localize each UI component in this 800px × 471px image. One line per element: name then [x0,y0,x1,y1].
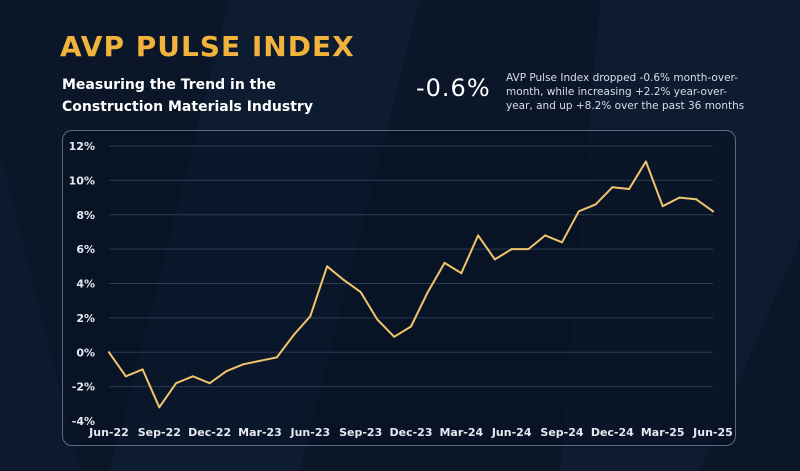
data-point [493,258,496,261]
data-point [124,375,127,378]
series-line [108,160,714,409]
data-point [561,241,563,244]
data-point [460,272,463,275]
y-tick-label: 8% [76,209,95,222]
data-point [225,370,228,373]
data-point [208,382,211,385]
data-point [628,187,631,190]
y-tick-label: 0% [76,346,95,359]
data-point [359,291,362,294]
data-point [141,368,144,371]
data-point [544,234,547,237]
y-tick-label: 12% [69,140,95,153]
line-chart: 12% 10% 8% 6% 4% 2% 0% -2% -4%Jun-22 Sep-22 Dec-22… [69,140,733,439]
data-point [426,291,429,294]
data-point [712,210,714,213]
data-point [410,325,412,328]
data-point [661,205,664,208]
y-tick-label: 10% [69,174,95,187]
y-tick-label: 4% [76,278,95,291]
data-point [510,248,513,251]
x-tick-label: Dec-24 [591,426,634,439]
data-point [175,382,178,385]
x-tick-label: Mar-24 [439,426,483,439]
y-tick-label: 6% [76,243,95,256]
x-tick-label: Mar-23 [238,426,282,439]
data-point [527,248,530,251]
data-point [158,406,161,409]
page-title: AVP PULSE INDEX [60,30,355,63]
data-point [309,315,312,318]
y-tick-label: -2% [72,381,95,394]
y-tick-label: -4% [72,415,95,428]
data-point [275,356,278,359]
data-point [577,210,580,213]
data-point [678,196,681,199]
data-point [695,198,698,201]
data-point [191,375,194,378]
data-point [611,186,614,189]
x-tick-label: Jun-23 [290,426,331,439]
data-point [376,318,379,321]
data-point [242,363,245,366]
chart-panel: 12% 10% 8% 6% 4% 2% 0% -2% -4% Jun-22 Sep-22 Dec-22… [62,130,736,446]
data-point [326,265,329,268]
data-point [292,334,295,337]
x-tick-label: Jun-24 [491,426,532,439]
data-point [393,335,396,338]
summary-description: AVP Pulse Index dropped -0.6% month-over… [506,72,745,112]
x-tick-label: Sep-24 [540,426,583,439]
x-tick-label: Sep-22 [138,426,181,439]
data-point [108,351,110,354]
data-point [443,261,446,264]
x-tick-label: Dec-23 [390,426,433,439]
data-point [477,234,480,237]
data-point [644,160,647,163]
page-subtitle: Measuring the Trend in the Construction … [62,77,313,115]
x-tick-label: Mar-25 [641,426,685,439]
data-point [594,203,597,206]
y-tick-label: 2% [76,312,95,325]
data-point [342,279,345,282]
x-tick-label: Sep-23 [339,426,382,439]
x-tick-label: Jun-25 [692,426,733,439]
x-tick-label: Dec-22 [188,426,231,439]
x-tick-label: Jun-22 [88,426,129,439]
data-point [259,359,261,362]
month-change-value: -0.6% [416,74,491,102]
